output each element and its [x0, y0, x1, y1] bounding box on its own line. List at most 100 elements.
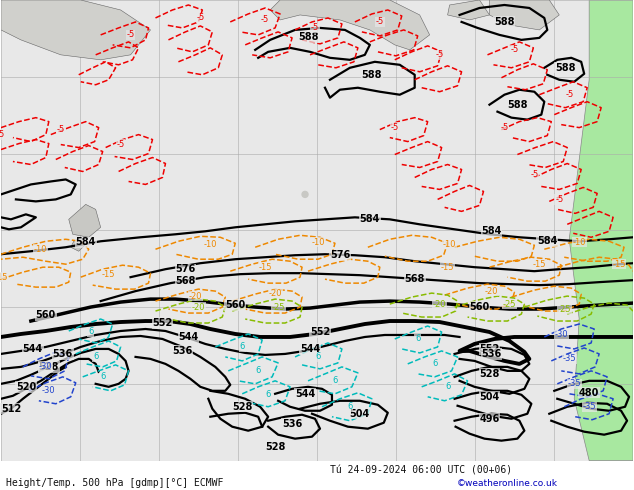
Polygon shape	[569, 0, 633, 461]
Text: -20: -20	[268, 289, 282, 297]
Text: 512: 512	[1, 404, 21, 414]
Text: -35: -35	[583, 402, 596, 411]
Text: -15: -15	[0, 272, 8, 282]
Text: 6: 6	[100, 372, 105, 381]
Text: -25: -25	[557, 305, 571, 314]
Text: -15: -15	[533, 260, 546, 269]
Text: 536: 536	[53, 349, 73, 359]
Text: 552: 552	[152, 318, 172, 328]
Text: -5: -5	[391, 123, 399, 132]
Text: -10: -10	[443, 240, 456, 249]
Text: 544: 544	[178, 332, 198, 342]
Polygon shape	[1, 0, 150, 60]
Text: -35: -35	[567, 379, 581, 389]
Text: -15: -15	[612, 260, 626, 269]
Text: 588: 588	[298, 32, 318, 42]
Text: 536: 536	[282, 419, 302, 429]
Text: 504: 504	[479, 392, 500, 402]
Polygon shape	[68, 204, 101, 237]
Text: 496: 496	[479, 414, 500, 424]
Text: -5: -5	[555, 195, 564, 204]
Text: 504: 504	[350, 409, 370, 419]
Text: -5: -5	[261, 16, 269, 24]
Text: -5: -5	[56, 125, 65, 134]
Text: -5: -5	[126, 30, 134, 39]
Text: Height/Temp. 500 hPa [gdmp][°C] ECMWF: Height/Temp. 500 hPa [gdmp][°C] ECMWF	[6, 478, 224, 488]
Text: -15: -15	[259, 263, 272, 271]
Text: -10: -10	[311, 238, 325, 247]
Text: -5: -5	[117, 140, 125, 149]
Text: 6: 6	[93, 352, 98, 362]
Text: ©weatheronline.co.uk: ©weatheronline.co.uk	[456, 479, 557, 488]
Text: 536: 536	[172, 346, 193, 356]
Text: -5: -5	[311, 24, 319, 32]
Text: 6: 6	[445, 382, 450, 392]
Text: 560: 560	[469, 302, 489, 312]
Text: -30: -30	[42, 386, 56, 395]
Text: 588: 588	[494, 17, 515, 27]
Text: 528: 528	[232, 402, 252, 412]
Text: -25: -25	[503, 299, 516, 309]
Text: Tú 24-09-2024 06:00 UTC (00+06): Tú 24-09-2024 06:00 UTC (00+06)	[330, 466, 512, 475]
Text: -5: -5	[376, 18, 384, 26]
Polygon shape	[1, 0, 633, 461]
Text: -5: -5	[500, 123, 508, 132]
Text: 584: 584	[359, 214, 380, 224]
Text: 544: 544	[23, 344, 43, 354]
Text: 6: 6	[315, 352, 321, 362]
Text: -5: -5	[0, 130, 5, 139]
Text: -5: -5	[436, 50, 444, 59]
Text: 552: 552	[479, 344, 500, 354]
Text: -30: -30	[39, 363, 53, 371]
Text: -20: -20	[485, 287, 498, 295]
Text: -10: -10	[34, 245, 48, 254]
Polygon shape	[270, 0, 430, 50]
Text: 6: 6	[332, 376, 338, 385]
Text: -15: -15	[102, 270, 115, 279]
Polygon shape	[489, 0, 559, 30]
Text: -35: -35	[562, 354, 576, 364]
Text: 576: 576	[175, 264, 195, 274]
Text: 588: 588	[555, 63, 576, 73]
Text: -10: -10	[204, 240, 217, 249]
Text: 6: 6	[266, 391, 271, 399]
Text: 552: 552	[310, 327, 330, 337]
Text: 6: 6	[88, 327, 93, 337]
Text: 584: 584	[537, 236, 557, 246]
Text: 588: 588	[507, 99, 527, 110]
Text: 584: 584	[481, 226, 501, 236]
Text: 560: 560	[225, 300, 245, 310]
Circle shape	[302, 192, 308, 197]
Text: 6: 6	[415, 335, 420, 343]
Text: -15: -15	[441, 263, 455, 271]
Text: -20: -20	[191, 302, 205, 312]
Text: 544: 544	[300, 344, 320, 354]
Text: -30: -30	[555, 330, 568, 340]
Text: -5: -5	[510, 46, 519, 54]
Text: 528: 528	[479, 369, 500, 379]
Text: 480: 480	[579, 388, 599, 398]
Text: -25: -25	[271, 302, 285, 312]
Text: 528: 528	[39, 362, 59, 372]
Text: -20: -20	[189, 292, 202, 300]
Text: 568: 568	[404, 274, 425, 284]
Polygon shape	[448, 0, 489, 20]
Text: 576: 576	[330, 250, 350, 260]
Text: 588: 588	[361, 70, 382, 80]
Text: -5: -5	[530, 170, 538, 179]
Text: 6: 6	[240, 343, 245, 351]
Text: -20: -20	[433, 299, 446, 309]
Text: 520: 520	[16, 382, 36, 392]
Text: 560: 560	[36, 310, 56, 320]
Text: 568: 568	[175, 276, 195, 286]
Text: 584: 584	[75, 237, 96, 247]
Text: 6: 6	[432, 359, 437, 368]
Text: 544: 544	[295, 389, 315, 399]
Text: -10: -10	[573, 238, 586, 247]
Text: 6: 6	[256, 367, 261, 375]
Polygon shape	[71, 237, 86, 251]
Text: -5: -5	[197, 13, 205, 23]
Text: -5: -5	[565, 90, 573, 99]
Text: 536: 536	[481, 349, 501, 359]
Text: 6: 6	[347, 402, 353, 411]
